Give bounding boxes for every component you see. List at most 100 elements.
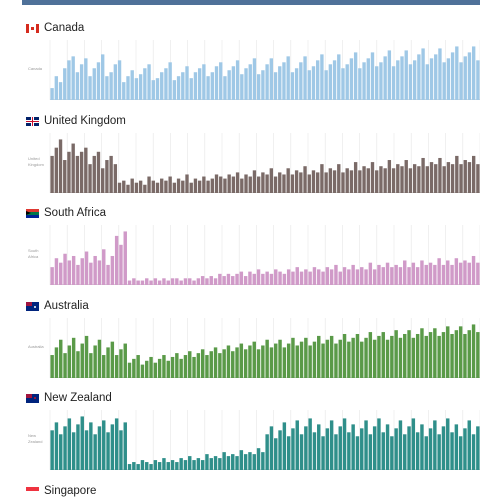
- country-section-singapore: Singapore: [0, 483, 500, 500]
- country-title-text: Australia: [44, 300, 89, 312]
- bar: [209, 351, 213, 378]
- bar: [160, 178, 164, 193]
- bar: [143, 68, 147, 100]
- bar: [324, 70, 328, 100]
- bar: [269, 58, 274, 100]
- bar: [134, 182, 139, 193]
- bar: [153, 460, 158, 470]
- bar: [428, 428, 433, 470]
- bar: [109, 155, 113, 193]
- bar: [467, 420, 471, 470]
- bar: [168, 62, 172, 100]
- bar: [338, 426, 342, 470]
- bar: [188, 278, 192, 285]
- bar: [80, 343, 84, 378]
- bar: [256, 269, 261, 285]
- bar: [294, 170, 299, 193]
- y-axis-label: Zealand: [28, 439, 42, 444]
- bar: [368, 434, 373, 470]
- bar: [188, 351, 192, 378]
- bar-chart-canada: Canada: [28, 40, 480, 100]
- bar: [151, 180, 155, 193]
- uk-flag-icon: [26, 116, 39, 126]
- bar: [244, 68, 248, 100]
- bar: [200, 276, 205, 285]
- bar: [290, 174, 295, 193]
- bar: [358, 68, 362, 100]
- bar: [398, 420, 403, 470]
- bar: [446, 260, 450, 285]
- bar: [463, 260, 467, 285]
- bar: [454, 424, 459, 470]
- bar: [223, 76, 227, 100]
- bar: [153, 362, 158, 378]
- bar: [328, 168, 333, 193]
- country-section-australia: Australia Australia: [0, 298, 500, 384]
- bar: [127, 280, 132, 285]
- bar: [341, 172, 345, 193]
- bar: [476, 332, 480, 378]
- bar: [411, 262, 416, 285]
- bar: [256, 74, 261, 100]
- bar: [421, 48, 425, 100]
- bar: [239, 450, 244, 470]
- bar: [106, 347, 110, 378]
- bar: [455, 155, 459, 193]
- bar: [458, 262, 463, 285]
- bar: [334, 264, 338, 285]
- bar: [370, 52, 375, 100]
- bar: [136, 355, 140, 378]
- bar: [80, 416, 84, 470]
- bar: [381, 267, 385, 285]
- bar: [421, 157, 425, 193]
- bar: [420, 424, 424, 470]
- bar: [476, 164, 480, 193]
- bar: [265, 434, 269, 470]
- bar: [299, 341, 304, 378]
- bar: [294, 68, 299, 100]
- bar: [429, 162, 434, 193]
- canada-flag-icon: [26, 23, 39, 33]
- bar: [437, 258, 441, 285]
- bar: [97, 260, 102, 285]
- bar: [291, 428, 295, 470]
- bar: [454, 258, 459, 285]
- bar: [206, 180, 210, 193]
- bar: [50, 155, 54, 193]
- bar: [114, 355, 119, 378]
- bar: [355, 333, 360, 378]
- bar: [398, 267, 403, 285]
- bar: [113, 164, 118, 193]
- bar: [67, 151, 71, 193]
- bar: [54, 76, 59, 100]
- bar: [214, 66, 219, 100]
- bar: [147, 64, 151, 100]
- bar: [329, 335, 334, 378]
- bar: [282, 174, 286, 193]
- bar: [240, 178, 244, 193]
- bar: [145, 462, 149, 470]
- bar: [368, 262, 373, 285]
- bar: [151, 80, 155, 100]
- bar: [189, 78, 193, 100]
- bar: [117, 60, 122, 100]
- bar: [157, 358, 162, 378]
- bar: [123, 231, 127, 285]
- bar: [235, 456, 239, 470]
- bar: [67, 345, 72, 378]
- bar: [123, 343, 127, 378]
- bar: [155, 78, 160, 100]
- bar: [446, 326, 450, 378]
- bar: [138, 74, 143, 100]
- bar: [463, 56, 467, 100]
- bar: [286, 343, 291, 378]
- bar: [385, 339, 390, 378]
- bar: [200, 460, 205, 470]
- bar: [387, 160, 392, 193]
- bar: [368, 332, 373, 378]
- bar: [372, 426, 377, 470]
- australia-flag-icon: [26, 301, 39, 311]
- bar: [92, 68, 96, 100]
- bar: [372, 269, 377, 285]
- bar: [375, 66, 379, 100]
